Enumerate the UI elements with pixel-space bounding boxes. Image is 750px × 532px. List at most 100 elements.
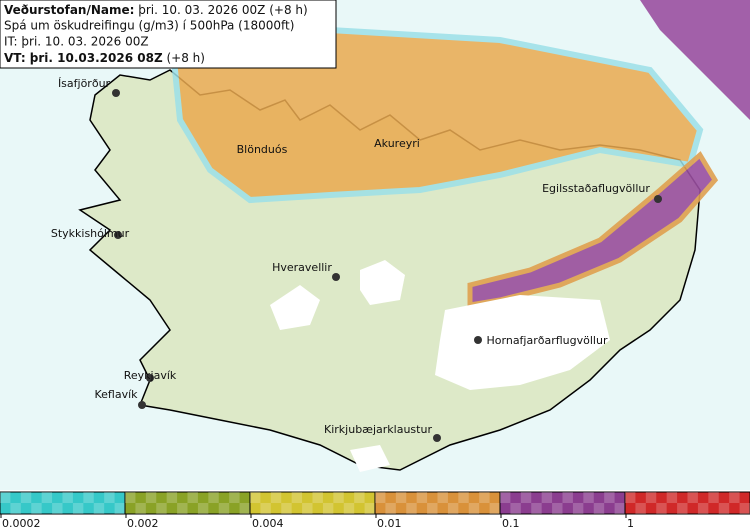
legend-check (270, 492, 282, 503)
legend-check (468, 503, 480, 514)
legend-check (479, 492, 490, 503)
place-dot (654, 195, 662, 203)
legend-label: 0.01 (377, 517, 402, 530)
place-dot (146, 374, 154, 382)
place-dot (114, 231, 122, 239)
legend-check (583, 492, 594, 503)
legend-check (0, 492, 11, 503)
legend-check (322, 503, 334, 514)
legend-check (114, 503, 125, 514)
legend-check (72, 503, 84, 514)
place-dot (433, 434, 441, 442)
header-line: IT: þri. 10. 03. 2026 00Z (4, 35, 149, 49)
legend-check (260, 503, 271, 514)
legend-check (614, 503, 625, 514)
legend-check (416, 492, 428, 503)
legend-check (10, 503, 21, 514)
legend-check (364, 503, 375, 514)
legend-check (197, 503, 209, 514)
legend-check (708, 492, 719, 503)
legend-check (291, 492, 303, 503)
legend-check (562, 492, 573, 503)
legend-check (312, 492, 323, 503)
legend-check (447, 503, 459, 514)
legend-check (572, 503, 584, 514)
legend-check (729, 492, 740, 503)
legend-label: 0.1 (502, 517, 520, 530)
legend-check (427, 503, 438, 514)
header-box (0, 0, 337, 69)
legend-check (354, 492, 365, 503)
legend-check (41, 492, 53, 503)
legend-check (187, 492, 198, 503)
legend-check (145, 492, 157, 503)
legend-check (458, 492, 469, 503)
legend-check (718, 503, 730, 514)
legend-label: 0.0002 (2, 517, 41, 530)
place-dot (474, 336, 482, 344)
legend-check (656, 503, 667, 514)
legend-check (645, 492, 657, 503)
legend-check (697, 503, 709, 514)
legend-check (385, 503, 396, 514)
place-label: Hornafjarðarflugvöllur (487, 334, 608, 347)
legend-check (156, 503, 167, 514)
legend-check (20, 492, 32, 503)
legend-check (500, 492, 511, 503)
legend-check (104, 492, 115, 503)
legend-check (552, 503, 563, 514)
place-dot (138, 401, 146, 409)
legend-check (406, 503, 417, 514)
legend-label: 1 (627, 517, 634, 530)
legend-check (739, 503, 750, 514)
place-dot (112, 89, 120, 97)
legend-check (541, 492, 553, 503)
legend-check (250, 492, 261, 503)
legend-check (93, 503, 105, 514)
legend-check (166, 492, 178, 503)
header-line: Spá um öskudreifingu (g/m3) í 500hPa (18… (4, 19, 294, 33)
place-label: Blönduós (237, 143, 288, 156)
legend-check (604, 492, 615, 503)
legend-label: 0.002 (127, 517, 159, 530)
legend-check (375, 492, 386, 503)
legend-check (593, 503, 605, 514)
legend-check (510, 503, 521, 514)
legend-check (520, 492, 532, 503)
legend-check (687, 492, 698, 503)
place-label: Reykjavík (124, 369, 177, 382)
place-label: Stykkishólmur (51, 227, 130, 240)
legend-check (625, 492, 636, 503)
place-label: Ísafjörður (58, 77, 111, 90)
legend-check (437, 492, 448, 503)
ash-plume-ne (640, 0, 750, 120)
legend-check (395, 492, 407, 503)
legend-check (52, 503, 63, 514)
legend-check (218, 503, 230, 514)
place-label: Keflavík (94, 388, 138, 401)
legend-check (281, 503, 292, 514)
glacier (350, 445, 390, 472)
legend-check (302, 503, 313, 514)
header-line: VT: þri. 10.03.2026 08Z (+8 h) (4, 51, 205, 65)
place-label: Hveravellir (272, 261, 332, 274)
legend-check (489, 503, 500, 514)
place-label: Akureyri (374, 137, 420, 150)
legend-check (333, 492, 344, 503)
glacier (435, 295, 610, 390)
legend-check (177, 503, 188, 514)
legend-check (635, 503, 646, 514)
place-label: Egilsstaðaflugvöllur (542, 182, 650, 195)
legend-check (239, 503, 250, 514)
glacier (270, 285, 320, 330)
legend-check (531, 503, 542, 514)
legend-check (135, 503, 146, 514)
legend-check (343, 503, 355, 514)
legend-check (125, 492, 136, 503)
legend-check (229, 492, 240, 503)
glacier (360, 260, 405, 305)
legend-swatch (624, 491, 750, 515)
legend-check (666, 492, 678, 503)
